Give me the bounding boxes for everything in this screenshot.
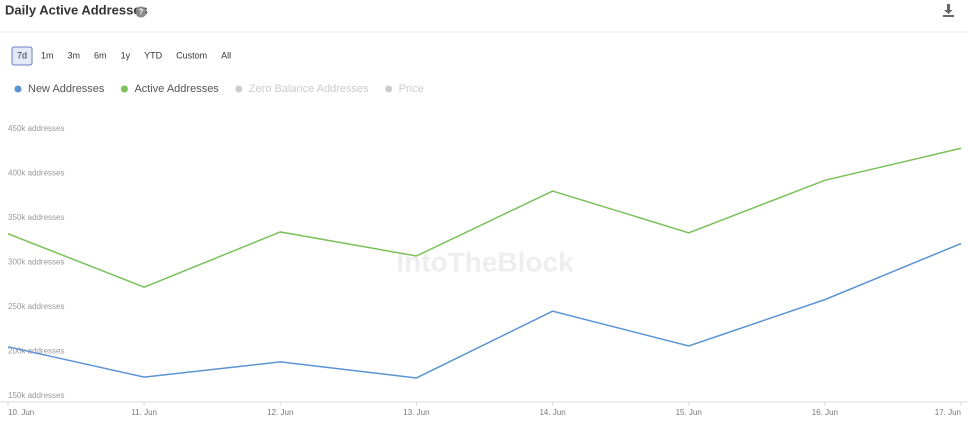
range-label[interactable]: Custom [176,50,207,60]
range-button[interactable] [11,46,33,66]
y-tick-label: 300k addresses [8,257,64,266]
legend-label[interactable]: Active Addresses [134,83,219,95]
y-tick-label: 250k addresses [8,302,64,311]
title: Daily Active Addresses [5,2,148,17]
y-tick-label: 450k addresses [8,124,64,133]
y-tick-label: 400k addresses [8,168,64,177]
range-button[interactable] [171,47,213,65]
x-tick-label: 15. Jun [676,408,702,417]
svg-text:?: ? [139,8,144,17]
range-button[interactable] [115,47,136,65]
legend-dot[interactable] [14,85,22,93]
help-icon[interactable]: ? [135,6,147,18]
range-label[interactable]: 1y [121,50,131,60]
range-label[interactable]: All [221,50,231,60]
download-icon[interactable] [943,4,954,17]
x-tick-label: 10. Jun [8,408,34,417]
y-tick-label: 350k addresses [8,213,64,222]
legend-dot[interactable] [120,85,128,93]
x-tick-label: 11. Jun [131,408,157,417]
watermark: IntoTheBlock [396,246,574,277]
legend-label[interactable]: New Addresses [28,83,105,95]
x-tick-label: 14. Jun [539,408,565,417]
legend-dot[interactable] [235,85,243,93]
range-button[interactable] [62,47,86,65]
plot: IntoTheBlock 150k addresses 200k addresses… [0,124,968,417]
x-tick-label: 16. Jun [812,408,838,417]
x-tick-label: 17. Jun [935,408,961,417]
range-button[interactable] [216,47,237,65]
y-tick-label: 150k addresses [8,391,64,400]
x-tick-label: 13. Jun [403,408,429,417]
series-line [7,242,962,379]
range-label[interactable]: YTD [144,50,163,60]
range-button[interactable] [139,47,168,65]
legend: New Addresses Active Addresses Zero Balanc… [14,83,424,95]
range-label[interactable]: 6m [94,50,107,60]
y-tick-label: 200k addresses [8,346,64,355]
range-buttons: 7d 1m 3m 6m 1y YTD Custom All [11,46,237,66]
x-tick-label: 12. Jun [267,408,293,417]
range-button[interactable] [36,47,59,65]
range-button[interactable] [89,47,112,65]
legend-dot[interactable] [385,85,393,93]
range-label[interactable]: 1m [41,50,54,60]
range-label[interactable]: 3m [68,50,81,60]
series-line [7,147,962,288]
range-label[interactable]: 7d [17,50,27,60]
legend-label[interactable]: Price [399,83,424,95]
legend-label[interactable]: Zero Balance Addresses [249,83,369,95]
